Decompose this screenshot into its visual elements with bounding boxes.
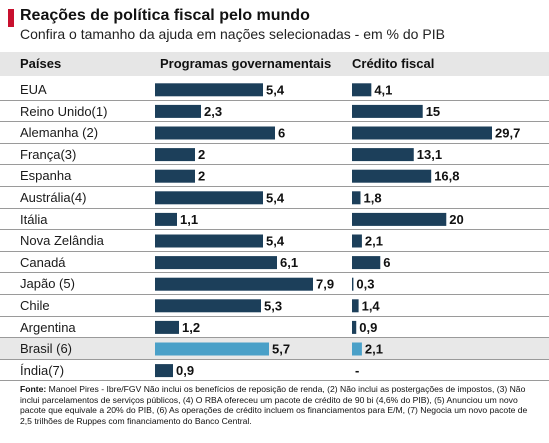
- programs-bar-brasil-6: [155, 342, 269, 356]
- column-header-credit: Crédito fiscal: [352, 56, 435, 71]
- country-label-argentina: Argentina: [20, 319, 76, 335]
- row-divider: [0, 99, 549, 101]
- programs-value-label-brasil-6: 5,7: [272, 342, 290, 357]
- programs-value-label-franca-3: 2: [198, 147, 205, 162]
- credit-bar-argentina: [352, 320, 357, 334]
- row-divider: [0, 142, 549, 144]
- row-divider: [0, 358, 549, 360]
- chart-title: Reações de política fiscal pelo mundo: [20, 7, 310, 24]
- programs-value-label-chile: 5,3: [264, 298, 282, 313]
- programs-value-label-italia: 1,1: [180, 212, 198, 227]
- programs-value-label-japao-5: 7,9: [316, 277, 334, 292]
- programs-bar-alemanha-2: [155, 126, 275, 140]
- country-label-nova-zelandia: Nova Zelândia: [20, 233, 104, 249]
- country-label-brasil-6: Brasil (6): [20, 341, 73, 357]
- programs-value-label-reino-unido-1: 2,3: [204, 104, 222, 119]
- title-accent-mark: [8, 9, 14, 27]
- source-note: Fonte: Manoel Pires - Ibre/FGV Não inclu…: [20, 384, 532, 426]
- country-label-italia: Itália: [20, 211, 48, 227]
- credit-bar-canada: [352, 256, 381, 270]
- row-divider: [0, 380, 549, 382]
- programs-value-label-australia-4: 5,4: [266, 190, 285, 205]
- country-label-alemanha-2: Alemanha (2): [20, 125, 99, 141]
- credit-bar-japao-5: [352, 277, 354, 291]
- row-divider: [0, 121, 549, 123]
- credit-value-label-canada: 6: [383, 255, 390, 270]
- country-label-india-7: Índia(7): [20, 362, 65, 378]
- programs-bar-eua: [155, 83, 263, 97]
- programs-bar-canada: [155, 256, 277, 270]
- credit-value-label-japao-5: 0,3: [356, 277, 374, 292]
- credit-value-label-argentina: 0,9: [359, 320, 377, 335]
- country-label-japao-5: Japão (5): [20, 276, 75, 292]
- credit-value-label-alemanha-2: 29,7: [495, 126, 520, 141]
- credit-value-label-eua: 4,1: [374, 82, 392, 97]
- credit-value-label-italia: 20: [449, 212, 463, 227]
- programs-bar-nova-zelandia: [155, 234, 263, 248]
- programs-bar-chile: [155, 299, 261, 313]
- chart-subtitle: Confira o tamanho da ajuda em nações sel…: [20, 26, 445, 42]
- country-label-chile: Chile: [20, 298, 50, 313]
- row-divider: [0, 337, 549, 339]
- programs-bar-argentina: [155, 320, 179, 334]
- programs-value-label-nova-zelandia: 5,4: [266, 234, 285, 249]
- programs-bar-australia-4: [155, 191, 263, 205]
- source-text: Manoel Pires - Ibre/FGV Não inclui os be…: [20, 384, 528, 426]
- source-label: Fonte:: [20, 384, 47, 394]
- row-divider: [0, 294, 549, 295]
- row-divider: [0, 207, 549, 209]
- credit-bar-nova-zelandia: [352, 234, 362, 248]
- credit-value-label-chile: 1,4: [362, 298, 381, 313]
- row-divider: [0, 315, 549, 317]
- country-label-eua: EUA: [20, 82, 47, 97]
- credit-bar-franca-3: [352, 148, 414, 162]
- credit-bar-alemanha-2: [352, 126, 492, 140]
- programs-value-label-eua: 5,4: [266, 82, 285, 97]
- programs-value-label-argentina: 1,2: [182, 320, 200, 335]
- credit-bar-brasil-6: [352, 342, 362, 356]
- country-label-franca-3: França(3): [20, 146, 77, 162]
- country-label-espanha: Espanha: [20, 168, 72, 184]
- credit-bar-chile: [352, 299, 359, 313]
- programs-bar-reino-unido-1: [155, 104, 201, 118]
- row-divider: [0, 186, 549, 187]
- credit-value-label-reino-unido-1: 15: [426, 104, 440, 119]
- row-divider: [0, 229, 549, 231]
- row-divider: [0, 272, 549, 274]
- row-highlight-brasil-6: [0, 338, 549, 360]
- programs-value-label-india-7: 0,9: [176, 363, 194, 378]
- credit-value-label-nova-zelandia: 2,1: [365, 234, 383, 249]
- credit-bar-australia-4: [352, 191, 361, 205]
- programs-bar-india-7: [155, 364, 173, 378]
- programs-bar-italia: [155, 212, 177, 226]
- programs-bar-japao-5: [155, 277, 313, 291]
- credit-value-label-espanha: 16,8: [434, 169, 459, 184]
- programs-value-label-espanha: 2: [198, 169, 205, 184]
- credit-value-label-brasil-6: 2,1: [365, 342, 383, 357]
- country-label-canada: Canadá: [20, 254, 66, 270]
- column-header-countries: Países: [20, 56, 62, 71]
- credit-bar-espanha: [352, 169, 432, 183]
- country-label-reino-unido-1: Reino Unido(1): [20, 103, 108, 119]
- credit-bar-italia: [352, 212, 447, 226]
- programs-bar-franca-3: [155, 148, 195, 162]
- programs-value-label-canada: 6,1: [280, 255, 298, 270]
- country-label-australia-4: Austrália(4): [20, 190, 87, 205]
- column-header-programs: Programas governamentais: [160, 56, 332, 71]
- credit-value-label-india-7: -: [355, 363, 359, 378]
- row-divider: [0, 164, 549, 166]
- row-divider: [0, 250, 549, 252]
- credit-bar-eua: [352, 83, 372, 97]
- credit-value-label-australia-4: 1,8: [363, 190, 381, 205]
- credit-value-label-franca-3: 13,1: [417, 147, 442, 162]
- column-header-band: [0, 52, 549, 76]
- programs-bar-espanha: [155, 169, 195, 183]
- programs-value-label-alemanha-2: 6: [278, 126, 285, 141]
- credit-bar-reino-unido-1: [352, 104, 423, 118]
